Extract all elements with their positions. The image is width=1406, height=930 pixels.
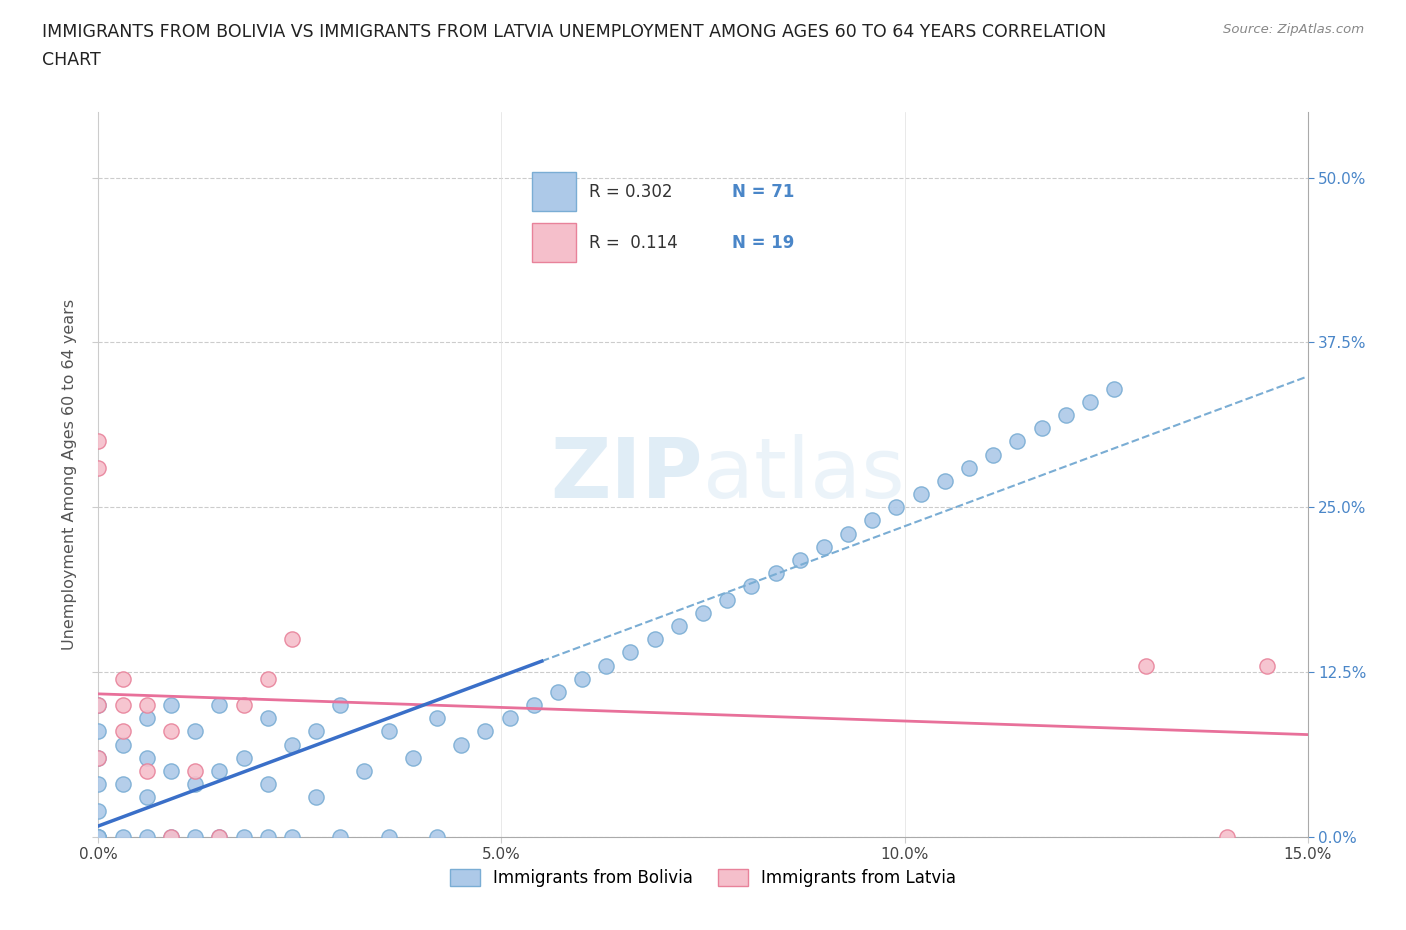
Text: ZIP: ZIP bbox=[551, 433, 703, 515]
Point bbox=[135, 764, 157, 778]
Point bbox=[208, 764, 231, 778]
Legend: Immigrants from Bolivia, Immigrants from Latvia: Immigrants from Bolivia, Immigrants from… bbox=[443, 862, 963, 894]
Point bbox=[281, 830, 304, 844]
Point bbox=[208, 830, 231, 844]
Point bbox=[135, 790, 157, 804]
Point bbox=[886, 499, 908, 514]
Point bbox=[87, 434, 110, 449]
Point bbox=[402, 751, 425, 765]
Point bbox=[87, 724, 110, 739]
Point bbox=[1054, 407, 1077, 422]
Point bbox=[256, 671, 278, 686]
Point bbox=[474, 724, 496, 739]
Point bbox=[135, 751, 157, 765]
Text: IMMIGRANTS FROM BOLIVIA VS IMMIGRANTS FROM LATVIA UNEMPLOYMENT AMONG AGES 60 TO : IMMIGRANTS FROM BOLIVIA VS IMMIGRANTS FR… bbox=[42, 23, 1107, 41]
Point bbox=[160, 830, 183, 844]
Point bbox=[523, 698, 546, 712]
Point bbox=[547, 684, 569, 699]
Point bbox=[789, 552, 811, 567]
Point bbox=[111, 777, 134, 791]
Point bbox=[1007, 434, 1029, 449]
Point bbox=[184, 830, 207, 844]
Point bbox=[87, 698, 110, 712]
Point bbox=[111, 830, 134, 844]
Point bbox=[87, 751, 110, 765]
Point bbox=[450, 737, 472, 752]
Point bbox=[87, 698, 110, 712]
Point bbox=[644, 631, 666, 646]
Point bbox=[87, 460, 110, 475]
Point bbox=[184, 764, 207, 778]
Point bbox=[232, 751, 254, 765]
Point bbox=[208, 830, 231, 844]
Point bbox=[571, 671, 593, 686]
Point bbox=[281, 631, 304, 646]
Point bbox=[256, 830, 278, 844]
Point bbox=[111, 724, 134, 739]
Point bbox=[813, 539, 835, 554]
Y-axis label: Unemployment Among Ages 60 to 64 years: Unemployment Among Ages 60 to 64 years bbox=[62, 299, 77, 650]
Point bbox=[184, 777, 207, 791]
Point bbox=[498, 711, 520, 725]
Point bbox=[860, 513, 883, 528]
Point bbox=[208, 698, 231, 712]
Point bbox=[981, 447, 1004, 462]
Point bbox=[377, 830, 399, 844]
Point bbox=[111, 698, 134, 712]
Point bbox=[1102, 381, 1125, 396]
Point bbox=[305, 790, 328, 804]
Point bbox=[160, 698, 183, 712]
Point bbox=[1216, 830, 1239, 844]
Text: atlas: atlas bbox=[703, 433, 904, 515]
Point bbox=[329, 830, 352, 844]
Point bbox=[87, 751, 110, 765]
Point bbox=[87, 804, 110, 818]
Point bbox=[281, 737, 304, 752]
Point bbox=[837, 526, 859, 541]
Point bbox=[160, 830, 183, 844]
Point bbox=[256, 711, 278, 725]
Point bbox=[135, 711, 157, 725]
Point bbox=[377, 724, 399, 739]
Point bbox=[184, 724, 207, 739]
Point bbox=[160, 724, 183, 739]
Point bbox=[934, 473, 956, 488]
Point bbox=[957, 460, 980, 475]
Text: Source: ZipAtlas.com: Source: ZipAtlas.com bbox=[1223, 23, 1364, 36]
Point bbox=[1256, 658, 1278, 673]
Point bbox=[765, 565, 787, 580]
Point bbox=[256, 777, 278, 791]
Point bbox=[595, 658, 617, 673]
Point bbox=[692, 605, 714, 620]
Point bbox=[87, 777, 110, 791]
Point bbox=[740, 579, 762, 594]
Point bbox=[135, 698, 157, 712]
Point bbox=[426, 711, 449, 725]
Point bbox=[1031, 420, 1053, 435]
Point bbox=[87, 830, 110, 844]
Point bbox=[111, 671, 134, 686]
Point bbox=[87, 830, 110, 844]
Point bbox=[353, 764, 375, 778]
Point bbox=[1135, 658, 1157, 673]
Point bbox=[232, 698, 254, 712]
Point bbox=[87, 830, 110, 844]
Point bbox=[87, 830, 110, 844]
Point bbox=[910, 486, 932, 501]
Point bbox=[426, 830, 449, 844]
Text: CHART: CHART bbox=[42, 51, 101, 69]
Point bbox=[1078, 394, 1101, 409]
Point bbox=[619, 644, 641, 659]
Point bbox=[716, 592, 738, 607]
Point bbox=[668, 618, 690, 633]
Point bbox=[160, 764, 183, 778]
Point bbox=[135, 830, 157, 844]
Point bbox=[111, 737, 134, 752]
Point bbox=[232, 830, 254, 844]
Point bbox=[305, 724, 328, 739]
Point bbox=[329, 698, 352, 712]
